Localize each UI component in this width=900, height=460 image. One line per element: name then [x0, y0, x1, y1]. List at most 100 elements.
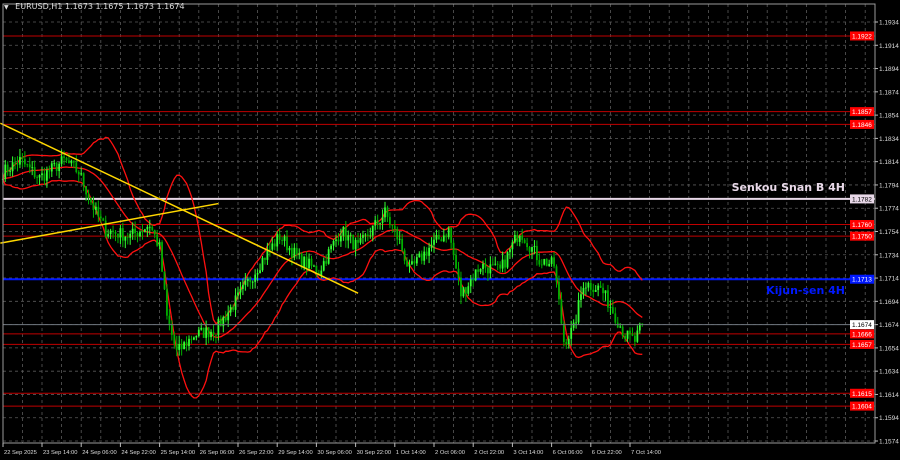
candle [330, 243, 332, 253]
candle [506, 251, 509, 269]
candle [251, 280, 254, 289]
candle [9, 167, 12, 177]
candle [629, 327, 631, 341]
candle-body [90, 198, 92, 203]
candle [153, 229, 156, 239]
candle [342, 225, 345, 241]
candle [43, 167, 46, 186]
candle-body [543, 258, 546, 265]
candle [521, 228, 524, 244]
candle-body [19, 156, 21, 165]
candle [621, 324, 624, 339]
candle [464, 286, 467, 302]
candle-body [467, 286, 470, 294]
candle [462, 286, 465, 298]
candle-body [251, 281, 254, 283]
candle [70, 159, 73, 167]
price-label-box [850, 31, 874, 41]
candle [117, 233, 119, 244]
candle-body [607, 290, 609, 308]
candle-body [445, 235, 448, 238]
candle-body [359, 237, 362, 243]
candle-body [163, 271, 166, 290]
candle [389, 212, 391, 229]
candle [310, 255, 313, 270]
trendline[interactable] [0, 122, 359, 294]
candle-body [558, 281, 560, 300]
candle-body [107, 234, 110, 237]
candle [46, 166, 48, 188]
candle [212, 324, 215, 342]
candle [41, 166, 43, 181]
candle-body [175, 343, 178, 350]
candle-body [168, 315, 171, 325]
candle-body [562, 323, 565, 343]
candle-body [185, 342, 188, 347]
candle [487, 266, 489, 281]
candle [536, 240, 538, 266]
x-tick-label: 30 Sep 22:00 [357, 450, 392, 456]
candle-body [592, 289, 595, 292]
candle-body [371, 225, 374, 236]
candle-body [256, 273, 259, 275]
candle [278, 228, 281, 245]
candle-body [357, 239, 359, 243]
candle [477, 264, 479, 278]
candle [391, 224, 394, 233]
candle [489, 256, 492, 279]
candle [97, 200, 100, 223]
candle [371, 225, 374, 242]
candle [237, 286, 239, 300]
candle [619, 323, 622, 329]
candle-body [97, 206, 100, 217]
price-label-resistance: 1.1750 [852, 234, 872, 241]
candle [246, 276, 249, 287]
price-label-kijun: 1.1713 [852, 277, 872, 284]
candle [413, 258, 416, 269]
candle [161, 240, 163, 273]
price-label-box [850, 329, 874, 339]
candle [188, 335, 190, 351]
candle-body [575, 322, 577, 324]
candle-body [386, 207, 389, 217]
candle [482, 260, 484, 276]
price-label-resistance: 1.1857 [852, 109, 872, 116]
candle [207, 327, 210, 344]
candle-body [249, 279, 252, 282]
candle-body [413, 261, 416, 264]
y-tick-label: 1.1934 [879, 20, 899, 27]
candle-body [48, 170, 51, 172]
price-label-current: 1.1674 [852, 322, 872, 329]
candle-body [298, 253, 301, 255]
candle-body [580, 294, 582, 301]
candle-body [271, 243, 274, 250]
price-label-resistance: 1.1922 [852, 33, 872, 40]
candle-body [286, 236, 288, 251]
candle [215, 334, 217, 344]
candle-body [121, 228, 124, 241]
candle [450, 226, 453, 250]
y-tick-label: 1.1894 [879, 66, 899, 73]
price-label-box [850, 388, 874, 398]
candle [259, 263, 261, 274]
candle-body [229, 307, 232, 313]
price-label-resistance: 1.1760 [852, 222, 872, 229]
candle-body [273, 243, 276, 247]
candle-body [193, 337, 195, 340]
candle [148, 219, 151, 235]
candle [202, 327, 205, 338]
candle [425, 247, 428, 260]
candle [242, 278, 244, 296]
candle [604, 290, 607, 301]
candle-body [156, 234, 159, 246]
dropdown-triangle-icon[interactable]: ▼ [4, 4, 9, 11]
candle-body [344, 226, 347, 241]
candle-body [293, 247, 296, 258]
trendline[interactable] [0, 202, 219, 244]
candle-body [288, 247, 291, 251]
candle-body [460, 277, 462, 297]
candle-body [631, 334, 634, 336]
candle-body [43, 173, 46, 181]
candle-body [332, 240, 335, 246]
